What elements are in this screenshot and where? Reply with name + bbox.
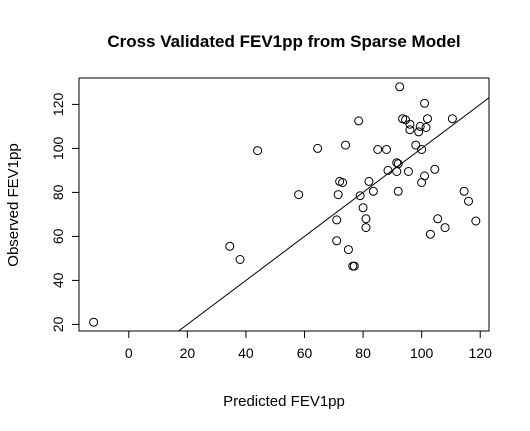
data-point xyxy=(401,115,411,125)
data-point xyxy=(364,176,374,186)
data-point xyxy=(471,216,481,226)
data-point xyxy=(425,229,435,239)
data-point xyxy=(332,215,342,225)
data-point xyxy=(235,255,245,264)
data-point xyxy=(405,119,415,129)
data-point xyxy=(225,241,235,251)
data-point xyxy=(405,125,415,135)
data-point xyxy=(415,121,425,131)
data-point xyxy=(464,196,473,206)
plot-frame xyxy=(78,77,490,332)
data-point xyxy=(403,167,413,176)
data-point xyxy=(393,186,403,196)
x-tick-label: 80 xyxy=(355,345,371,361)
y-tick-label: 100 xyxy=(50,137,66,161)
data-point xyxy=(355,191,365,201)
data-point xyxy=(421,123,431,132)
x-tick-label: 100 xyxy=(410,345,434,361)
data-point xyxy=(392,158,402,168)
data-point xyxy=(420,98,430,108)
data-point xyxy=(440,223,450,233)
data-point xyxy=(430,164,440,174)
data-point xyxy=(393,159,403,169)
chart-title: Cross Validated FEV1pp from Sparse Model xyxy=(107,32,460,51)
y-tick-label: 20 xyxy=(50,316,66,332)
data-point xyxy=(411,140,421,150)
x-tick-label: 40 xyxy=(238,345,254,361)
data-point xyxy=(423,114,432,124)
data-point xyxy=(332,236,342,246)
y-tick-label: 40 xyxy=(50,272,66,288)
y-axis-label: Observed FEV1pp xyxy=(5,143,22,266)
data-point xyxy=(447,114,457,124)
fit-layer xyxy=(177,97,489,331)
x-tick-label: 60 xyxy=(297,345,313,361)
y-tick-label: 60 xyxy=(50,228,66,244)
data-point xyxy=(361,223,371,233)
data-point xyxy=(341,140,350,150)
data-point xyxy=(414,127,424,137)
points-layer xyxy=(89,82,481,327)
x-tick-label: 0 xyxy=(125,345,133,361)
data-point xyxy=(89,317,99,327)
data-point xyxy=(349,261,359,271)
data-point xyxy=(354,116,364,126)
data-point xyxy=(361,214,371,224)
data-point xyxy=(382,145,391,154)
data-point xyxy=(343,245,353,255)
data-point xyxy=(358,203,368,213)
x-tick-label: 120 xyxy=(469,345,493,361)
y-tick-label: 120 xyxy=(50,93,66,117)
x-axis-label: Predicted FEV1pp xyxy=(223,393,345,410)
data-point xyxy=(392,167,402,176)
data-point xyxy=(417,145,427,154)
x-tick-label: 20 xyxy=(180,345,196,361)
data-point xyxy=(373,145,383,154)
reference-line xyxy=(177,97,489,331)
y-tick-label: 80 xyxy=(50,184,66,200)
data-point xyxy=(338,178,348,187)
data-point xyxy=(383,165,393,175)
data-point xyxy=(395,82,405,92)
data-point xyxy=(333,190,343,200)
data-point xyxy=(294,190,304,200)
x-axis: 0 20 40 60 80 100 120 xyxy=(125,331,492,361)
plot-area xyxy=(78,77,490,332)
data-point xyxy=(433,214,443,224)
y-axis: 20 40 60 80 100 120 xyxy=(50,93,79,332)
data-point xyxy=(253,146,263,156)
data-point xyxy=(459,186,469,196)
data-point xyxy=(368,186,378,196)
data-point xyxy=(420,171,430,181)
data-point xyxy=(313,143,323,153)
